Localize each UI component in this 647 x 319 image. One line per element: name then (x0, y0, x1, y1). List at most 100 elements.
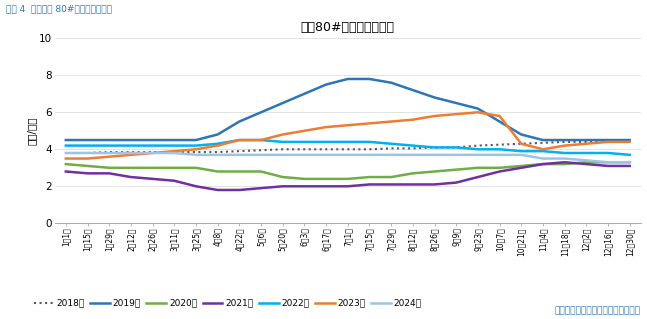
2019年 (452, 101, 460, 105)
2021年 (344, 184, 351, 188)
2022年 (170, 144, 178, 147)
2023年 (257, 138, 265, 142)
2023年 (561, 144, 569, 147)
2021年 (192, 184, 200, 188)
2019年 (431, 96, 439, 100)
2019年 (474, 107, 482, 110)
2018年 (300, 147, 308, 151)
2018年 (62, 151, 70, 155)
2018年 (366, 147, 373, 151)
2024年 (279, 153, 287, 157)
2020年 (366, 175, 373, 179)
2019年 (127, 138, 135, 142)
2020年 (279, 175, 287, 179)
2020年 (149, 166, 157, 170)
2018年 (539, 141, 547, 145)
2024年 (452, 153, 460, 157)
2024年 (83, 151, 91, 155)
2018年 (83, 151, 91, 155)
2019年 (257, 110, 265, 114)
2022年 (83, 144, 91, 147)
2024年 (604, 160, 612, 164)
Title: 栖霞80#一二级价格走势: 栖霞80#一二级价格走势 (301, 21, 395, 34)
2022年 (279, 140, 287, 144)
Line: 2023年: 2023年 (66, 112, 630, 159)
2019年 (409, 88, 417, 92)
2020年 (83, 164, 91, 168)
2019年 (518, 133, 525, 137)
2021年 (214, 188, 221, 192)
2023年 (83, 157, 91, 160)
2024年 (409, 153, 417, 157)
2022年 (236, 138, 243, 142)
Legend: 2018年, 2019年, 2020年, 2021年, 2022年, 2023年, 2024年: 2018年, 2019年, 2020年, 2021年, 2022年, 2023年… (30, 295, 425, 311)
2019年 (279, 101, 287, 105)
2023年 (626, 140, 633, 144)
2020年 (236, 170, 243, 174)
2020年 (474, 166, 482, 170)
2021年 (127, 175, 135, 179)
2023年 (518, 142, 525, 146)
2024年 (626, 160, 633, 164)
2022年 (149, 144, 157, 147)
2020年 (322, 177, 330, 181)
2021年 (236, 188, 243, 192)
2022年 (127, 144, 135, 147)
2021年 (62, 170, 70, 174)
2024年 (300, 153, 308, 157)
2021年 (322, 184, 330, 188)
2022年 (539, 149, 547, 153)
Y-axis label: （元/斤）: （元/斤） (27, 116, 36, 145)
Line: 2020年: 2020年 (66, 162, 630, 179)
2018年 (561, 140, 569, 144)
2023年 (388, 120, 395, 123)
2019年 (496, 120, 503, 123)
2024年 (105, 151, 113, 155)
2020年 (214, 170, 221, 174)
2019年 (582, 138, 590, 142)
2018年 (496, 143, 503, 147)
2021年 (409, 182, 417, 186)
2023年 (431, 114, 439, 118)
2021年 (626, 164, 633, 168)
2022年 (496, 147, 503, 151)
2019年 (322, 83, 330, 86)
2020年 (539, 162, 547, 166)
2019年 (192, 138, 200, 142)
2024年 (582, 159, 590, 162)
2019年 (604, 138, 612, 142)
2024年 (366, 153, 373, 157)
2018年 (626, 138, 633, 142)
2023年 (62, 157, 70, 160)
2020年 (105, 166, 113, 170)
2024年 (322, 153, 330, 157)
2023年 (236, 138, 243, 142)
2021年 (257, 186, 265, 190)
2021年 (496, 170, 503, 174)
2018年 (322, 147, 330, 151)
2024年 (62, 151, 70, 155)
2019年 (236, 120, 243, 123)
2022年 (561, 151, 569, 155)
2024年 (127, 151, 135, 155)
2019年 (366, 77, 373, 81)
2024年 (236, 153, 243, 157)
Line: 2018年: 2018年 (66, 140, 630, 153)
2018年 (582, 140, 590, 144)
2023年 (127, 153, 135, 157)
Text: 图表 4  栖霞纸袋 80#一二级均价走势: 图表 4 栖霞纸袋 80#一二级均价走势 (6, 5, 113, 14)
2019年 (539, 138, 547, 142)
2020年 (452, 168, 460, 172)
2022年 (366, 140, 373, 144)
2023年 (409, 118, 417, 122)
2024年 (474, 153, 482, 157)
2023年 (105, 155, 113, 159)
2022年 (474, 147, 482, 151)
2018年 (257, 148, 265, 152)
2022年 (604, 151, 612, 155)
2019年 (83, 138, 91, 142)
2022年 (192, 144, 200, 147)
2019年 (300, 92, 308, 96)
2023年 (582, 142, 590, 146)
2023年 (366, 122, 373, 125)
